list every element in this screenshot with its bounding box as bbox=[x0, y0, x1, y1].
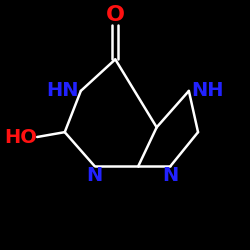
Text: N: N bbox=[86, 166, 103, 185]
Text: O: O bbox=[106, 6, 125, 25]
Text: HN: HN bbox=[46, 82, 78, 100]
Text: N: N bbox=[162, 166, 178, 185]
Text: NH: NH bbox=[191, 82, 224, 100]
Text: HO: HO bbox=[4, 128, 37, 146]
